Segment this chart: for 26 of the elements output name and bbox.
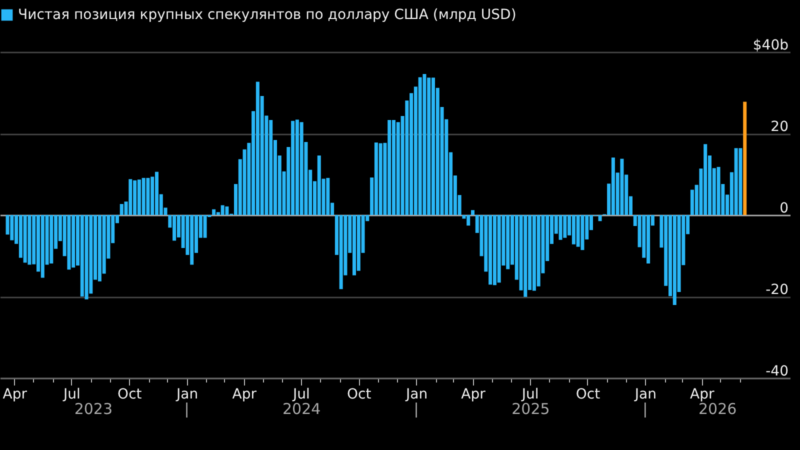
text: 2026 (698, 400, 737, 418)
y-tick-label: 20 (770, 119, 788, 135)
x-tick-label: Oct (118, 386, 142, 402)
x-tick-label: Apr (690, 386, 714, 402)
legend-label: Чистая позиция крупных спекулянтов по доллару США (млрд USD) (18, 7, 516, 23)
y-tick-label: $40b (752, 38, 789, 54)
text: | (414, 400, 419, 418)
x-tick-label: Jul (62, 386, 80, 402)
x-tick-label: Jan (176, 386, 198, 402)
x-tick-label: Jan (405, 386, 428, 402)
x-tick-label: Jan (634, 386, 656, 402)
text: | (642, 400, 648, 418)
y-tick-label: -20 (766, 282, 788, 298)
x-tick-label: Apr (2, 386, 28, 402)
x-tick-label: Oct (576, 386, 601, 402)
y-tick-label: -40 (766, 364, 788, 380)
text: 2023 (74, 400, 112, 418)
text: 2025 (512, 400, 550, 418)
x-tick-label: Oct (347, 386, 372, 402)
text: | (184, 400, 190, 418)
x-tick-label: Jul (292, 386, 310, 402)
x-tick-label: Jul (520, 386, 539, 402)
x-tick-label: Apr (461, 386, 486, 402)
text: 2024 (282, 400, 321, 418)
y-tick-label: 0 (780, 200, 788, 216)
x-tick-label: Apr (232, 386, 257, 402)
